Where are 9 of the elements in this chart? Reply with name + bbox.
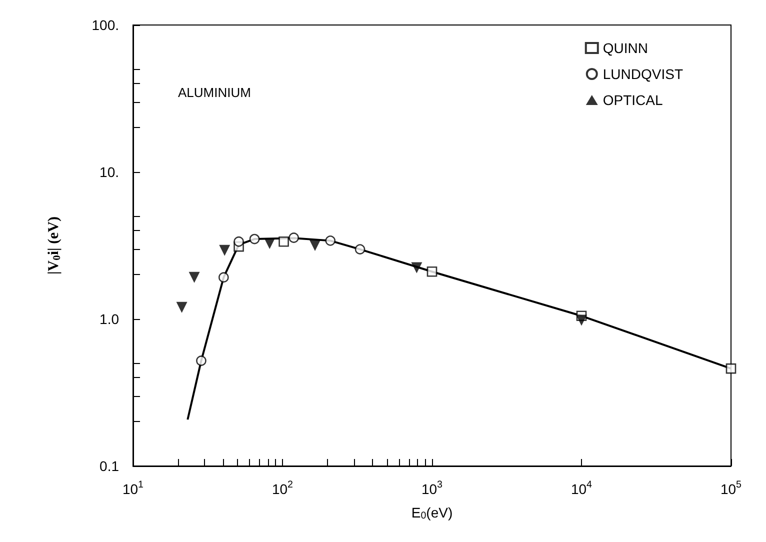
annotation: ALUMINIUM [178,85,251,100]
y-tick-label: 1.0 [100,311,120,327]
legend-label: QUINN [602,40,648,56]
legend-label: LUNDQVIST [602,66,684,82]
y-axis-title: |V0i| (eV) [46,216,63,275]
y-tick-label: 0.1 [100,458,120,474]
y-tick-label: 100. [92,17,119,33]
y-tick-label: 10. [100,164,119,180]
legend-label: OPTICAL [602,92,663,108]
